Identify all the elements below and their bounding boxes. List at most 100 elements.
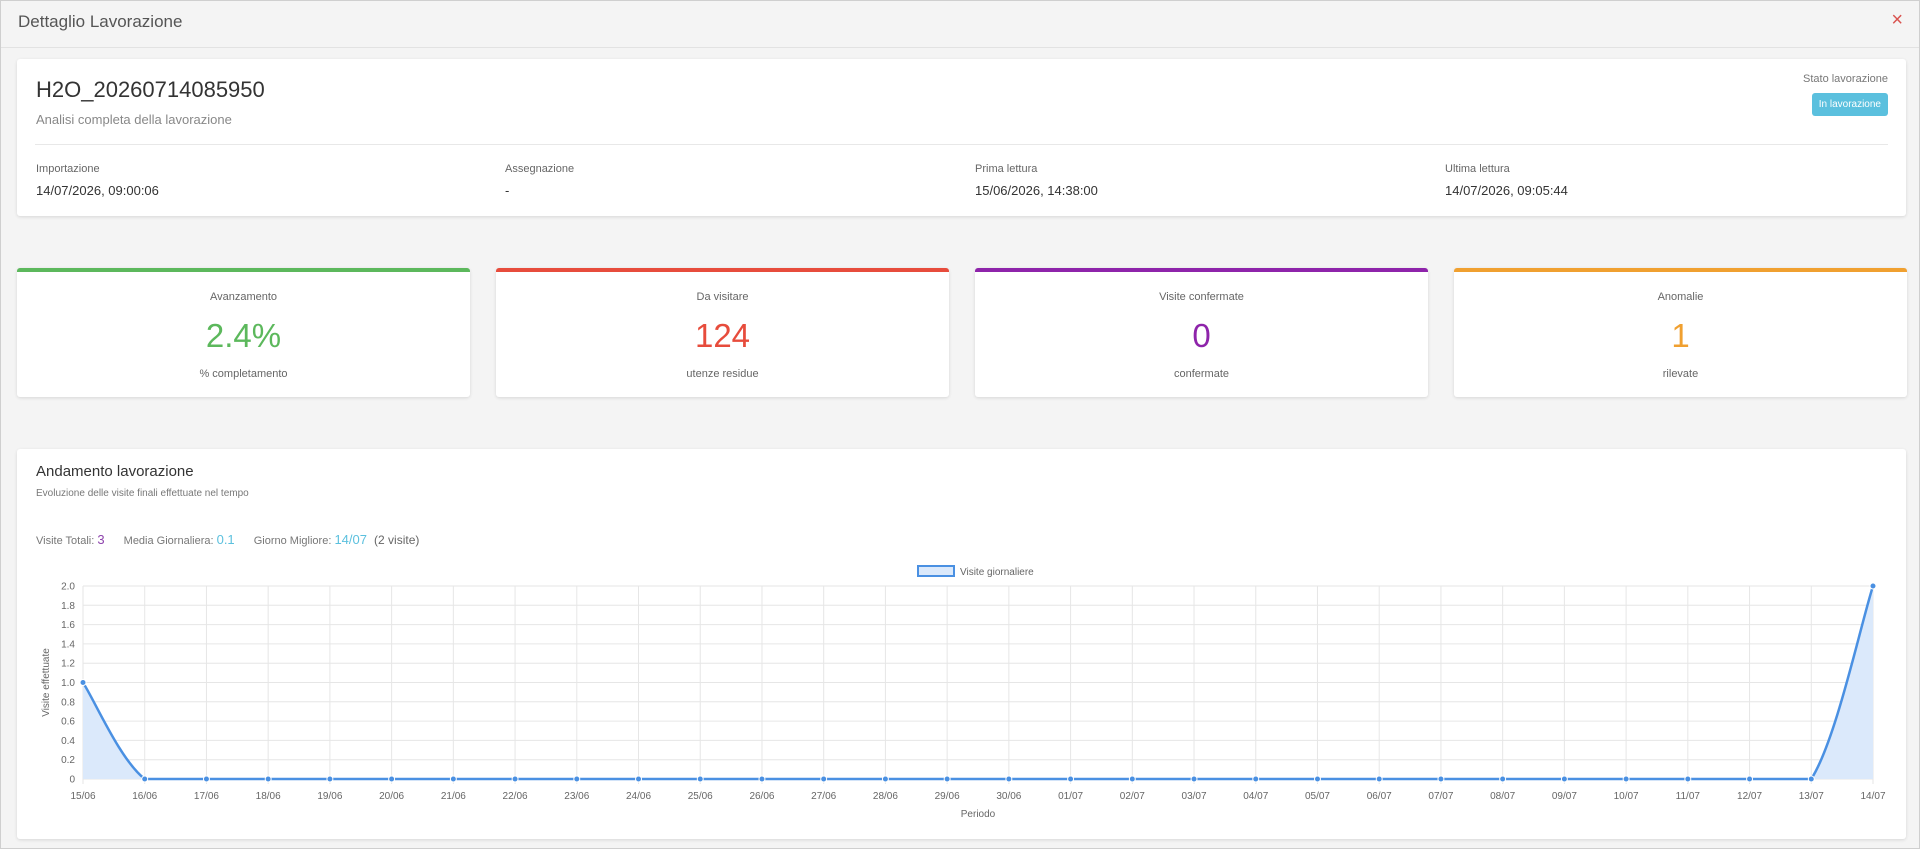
data-point: [635, 775, 643, 783]
job-info-card: H2O_20260714085950 Analisi completa dell…: [17, 59, 1906, 216]
data-point: [1684, 775, 1692, 783]
data-point: [449, 775, 457, 783]
data-point: [881, 775, 889, 783]
stat-card-visite-confermate: Visite confermate 0 confermate: [975, 268, 1428, 397]
meta-label: Ultima lettura: [1445, 163, 1510, 175]
stat-title: Avanzamento: [209, 291, 278, 303]
meta-label: Importazione: [36, 163, 100, 175]
meta-assegnazione: Assegnazione -: [505, 163, 574, 198]
data-point: [1437, 775, 1445, 783]
x-tick-label: 03/07: [1182, 791, 1207, 802]
close-icon[interactable]: ×: [1891, 9, 1903, 31]
x-tick-label: 12/07: [1737, 791, 1762, 802]
summary-total: Visite Totali: 3: [36, 532, 105, 547]
data-point: [758, 775, 766, 783]
y-tick-label: 1.8: [61, 601, 75, 612]
x-tick-label: 13/07: [1799, 791, 1824, 802]
data-point: [1622, 775, 1630, 783]
y-tick-label: 2.0: [61, 582, 75, 593]
chart-title: Andamento lavorazione: [36, 463, 194, 480]
x-tick-label: 07/07: [1428, 791, 1453, 802]
y-tick-label: 0: [69, 775, 75, 786]
stat-value: 0: [1192, 317, 1211, 354]
x-tick-label: 01/07: [1058, 791, 1083, 802]
summary-average-value: 0.1: [216, 532, 235, 547]
modal-title: Dettaglio Lavorazione: [18, 12, 183, 31]
y-tick-label: 0.6: [61, 717, 75, 728]
x-tick-label: 20/06: [379, 791, 404, 802]
x-tick-label: 05/07: [1305, 791, 1330, 802]
meta-value: 14/07/2026, 09:00:06: [36, 183, 159, 198]
x-tick-label: 04/07: [1243, 791, 1268, 802]
stat-title: Anomalie: [1657, 291, 1704, 303]
x-axis-title: Periodo: [961, 809, 996, 820]
divider: [35, 144, 1888, 145]
x-tick-label: 19/06: [317, 791, 342, 802]
meta-value: -: [505, 183, 510, 198]
x-tick-label: 26/06: [749, 791, 774, 802]
legend-label: Visite giornaliere: [960, 567, 1034, 578]
summary-average: Media Giornaliera: 0.1: [124, 532, 235, 547]
data-point: [1067, 775, 1075, 783]
x-tick-label: 11/07: [1676, 791, 1701, 802]
summary-best-label: Giorno Migliore:: [253, 535, 332, 547]
job-subtitle: Analisi completa della lavorazione: [36, 112, 232, 127]
x-tick-label: 30/06: [996, 791, 1021, 802]
meta-label: Prima lettura: [975, 163, 1038, 175]
y-tick-label: 1.2: [61, 659, 75, 670]
data-point: [141, 775, 149, 783]
stat-description: % completamento: [199, 368, 288, 380]
summary-best-note: (2 visite): [374, 533, 420, 547]
x-tick-label: 08/07: [1490, 791, 1515, 802]
series-line: [81, 585, 1875, 781]
trend-chart-card: Andamento lavorazione Evoluzione delle v…: [17, 449, 1906, 839]
stat-value: 1: [1671, 317, 1690, 354]
stat-description: rilevate: [1662, 368, 1699, 380]
chart-subtitle: Evoluzione delle visite finali effettuat…: [36, 488, 249, 499]
stat-description: utenze residue: [686, 368, 759, 380]
stat-value: 124: [694, 317, 751, 354]
data-point: [79, 679, 87, 686]
x-tick-label: 10/07: [1614, 791, 1639, 802]
x-tick-label: 25/06: [688, 791, 713, 802]
status-label: Stato lavorazione: [1803, 73, 1888, 85]
summary-best-value: 14/07: [334, 532, 367, 547]
x-tick-label: 18/06: [256, 791, 281, 802]
y-tick-label: 0.2: [61, 755, 75, 766]
data-point: [1190, 775, 1198, 783]
stat-description: confermate: [1173, 368, 1230, 380]
x-tick-label: 17/06: [194, 791, 219, 802]
stat-value: 2.4%: [205, 317, 282, 354]
x-tick-label: 29/06: [935, 791, 960, 802]
x-tick-label: 27/06: [811, 791, 836, 802]
chart-summary: Visite Totali: 3 Media Giornaliera: 0.1 …: [36, 532, 435, 547]
y-axis-title: Visite effettuate: [41, 648, 52, 717]
data-point: [1375, 775, 1383, 783]
y-tick-label: 1.4: [61, 639, 75, 650]
data-point: [1128, 775, 1136, 783]
meta-prima-lettura: Prima lettura 15/06/2026, 14:38:00: [975, 163, 1098, 198]
data-point: [1869, 582, 1877, 590]
y-tick-label: 1.0: [61, 678, 75, 689]
y-tick-label: 0.8: [61, 697, 75, 708]
meta-importazione: Importazione 14/07/2026, 09:00:06: [36, 163, 159, 198]
x-tick-label: 09/07: [1552, 791, 1577, 802]
stat-card-anomalie: Anomalie 1 rilevate: [1454, 268, 1907, 397]
data-point: [388, 775, 396, 783]
data-point: [326, 775, 334, 783]
x-tick-label: 14/07: [1860, 791, 1885, 802]
job-name: H2O_20260714085950: [36, 77, 265, 102]
trend-chart: 0 0.2 0.4 0.6 0.8 1.0 1.2 1.4 1.6 1.8 2.0 15/06 16/0…: [41, 565, 1886, 820]
data-point: [1313, 775, 1321, 783]
data-point: [1746, 775, 1754, 783]
x-tick-label: 15/06: [70, 791, 95, 802]
data-point: [1252, 775, 1260, 783]
meta-value: 14/07/2026, 09:05:44: [1445, 183, 1568, 198]
modal-header: Dettaglio Lavorazione ×: [1, 1, 1919, 48]
status-badge[interactable]: In lavorazione: [1811, 93, 1888, 116]
data-point: [264, 775, 272, 783]
x-tick-label: 22/06: [503, 791, 528, 802]
x-tick-label: 21/06: [441, 791, 466, 802]
data-point: [1560, 775, 1568, 783]
data-point: [1807, 775, 1815, 783]
